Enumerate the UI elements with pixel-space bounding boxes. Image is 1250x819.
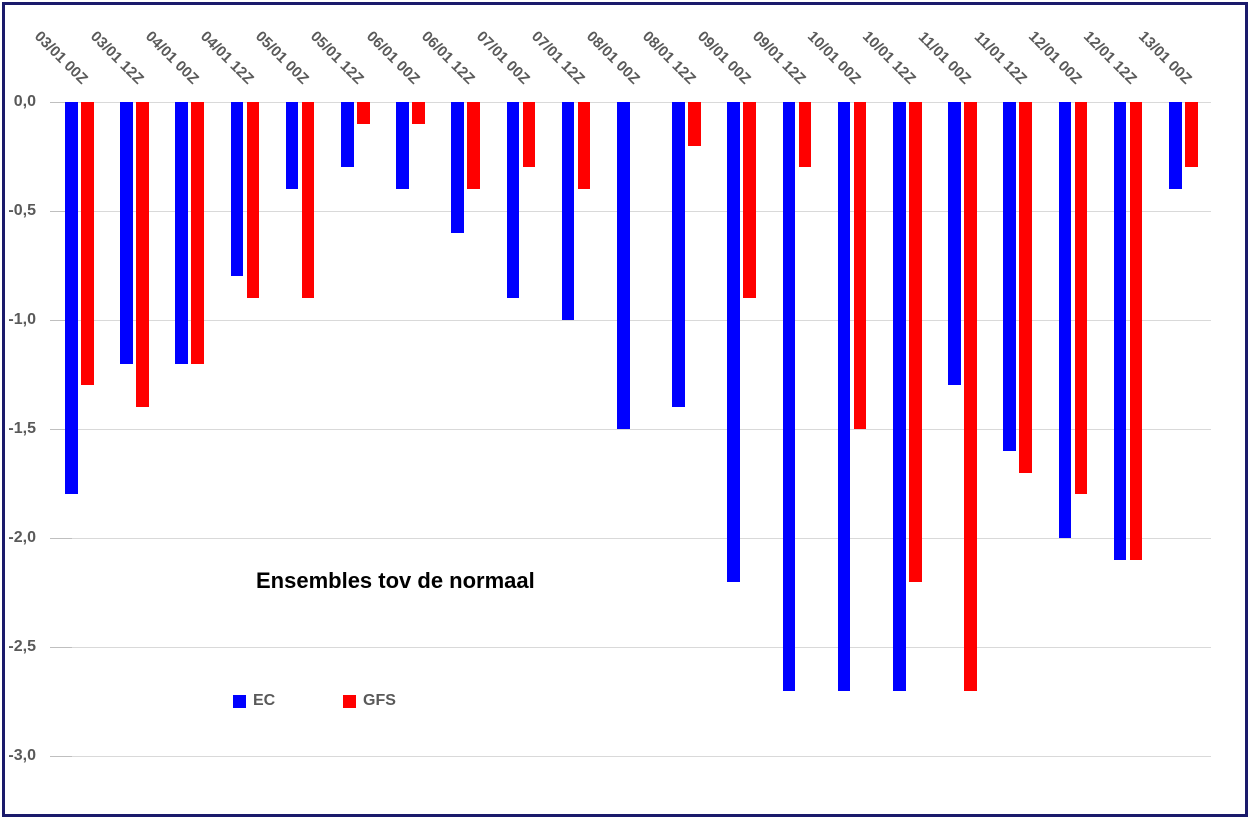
bar-gfs [909, 102, 922, 582]
bar-gfs [467, 102, 480, 189]
legend-item-gfs: GFS [343, 692, 396, 710]
bar-ec [451, 102, 464, 233]
bar-ec [1113, 102, 1127, 560]
bar-ec [782, 102, 796, 691]
x-axis-category-label: 09/01 12Z [749, 27, 809, 88]
y-axis-tick-label: -0,5 [8, 202, 36, 219]
bar-ec [837, 102, 851, 691]
bar-ec [672, 102, 685, 407]
bar-gfs [577, 102, 591, 189]
gridline [50, 756, 1211, 757]
x-axis-category-label: 10/01 00Z [804, 27, 865, 88]
x-axis-category-label: 11/01 12Z [970, 28, 1030, 88]
bar-ec [1169, 102, 1182, 189]
x-axis-category-label: 03/01 00Z [31, 27, 92, 88]
x-axis-category-label: 11/01 00Z [915, 28, 975, 88]
x-axis-category-label: 08/01 12Z [638, 27, 699, 88]
y-axis-tick-label: 0,0 [13, 93, 36, 110]
bar-gfs [357, 102, 370, 124]
y-axis-tick [50, 429, 72, 430]
x-axis-category-label: 04/01 12Z [197, 27, 257, 88]
bar-gfs [798, 102, 812, 167]
bar-ec [65, 102, 78, 494]
x-axis-category-label: 10/01 12Z [859, 27, 920, 88]
y-axis-tick-label: -1,0 [8, 311, 36, 328]
x-axis-category-label: 06/01 12Z [417, 27, 478, 88]
y-axis-tick [50, 647, 72, 648]
x-axis-category-label: 05/01 00Z [252, 27, 313, 88]
bar-gfs [1185, 102, 1198, 167]
x-axis-category-label: 04/01 00Z [141, 27, 202, 88]
bar-ec [893, 102, 906, 691]
x-axis-category-label: 05/01 12Z [307, 27, 368, 88]
bar-ec [230, 102, 244, 276]
legend-label-gfs: GFS [363, 692, 396, 709]
bar-gfs [191, 102, 204, 364]
bar-ec [341, 102, 354, 167]
x-axis-category-label: 03/01 12Z [86, 27, 147, 88]
bar-gfs [964, 102, 977, 691]
bar-gfs [81, 102, 94, 385]
bar-gfs [136, 102, 149, 407]
bar-ec [1058, 102, 1072, 538]
bar-ec [396, 102, 409, 189]
gridline [50, 102, 1211, 103]
y-axis-tick-label: -1,5 [8, 420, 36, 437]
legend-swatch-gfs-icon [343, 694, 356, 708]
bar-gfs [1074, 102, 1088, 494]
bar-gfs [1129, 102, 1143, 560]
x-axis-category-label: 07/01 12Z [528, 27, 589, 88]
bar-ec [617, 102, 630, 429]
gridline [50, 320, 1211, 321]
bar-gfs [688, 102, 701, 146]
chart-title: Ensembles tov de normaal [256, 568, 535, 593]
bar-gfs [1019, 102, 1032, 473]
gridline [50, 429, 1211, 430]
legend-item-ec: EC [233, 692, 275, 710]
bar-ec [120, 102, 133, 364]
bar-gfs [522, 102, 536, 167]
y-axis-tick [50, 102, 72, 103]
bar-gfs [246, 102, 260, 298]
x-axis-category-label: 06/01 00Z [362, 27, 423, 88]
y-axis-tick-label: -2,0 [8, 529, 36, 546]
bar-gfs [853, 102, 867, 429]
bar-ec [727, 102, 740, 582]
x-axis-category-label: 12/01 00Z [1025, 27, 1085, 88]
bar-ec [175, 102, 188, 364]
legend-swatch-ec-icon [233, 694, 246, 708]
legend-label-ec: EC [253, 692, 276, 709]
gridline [50, 538, 1211, 539]
gridline [50, 211, 1211, 212]
bar-ec [506, 102, 520, 298]
gridline [50, 647, 1211, 648]
bar-ec [561, 102, 575, 320]
y-axis-tick [50, 756, 72, 757]
y-axis-tick [50, 211, 72, 212]
bar-ec [948, 102, 961, 385]
y-axis-tick [50, 538, 72, 539]
bar-gfs [412, 102, 425, 124]
x-axis-category-label: 08/01 00Z [583, 27, 644, 88]
x-axis-category-label: 13/01 00Z [1135, 27, 1196, 88]
bar-gfs [743, 102, 756, 298]
y-axis-tick [50, 320, 72, 321]
x-axis-category-label: 07/01 00Z [473, 27, 533, 88]
bar-ec [285, 102, 299, 189]
x-axis-category-label: 12/01 12Z [1080, 27, 1141, 88]
y-axis-tick-label: -2,5 [8, 638, 36, 655]
bar-ec [1003, 102, 1016, 451]
y-axis-tick-label: -3,0 [8, 747, 36, 764]
bar-gfs [301, 102, 315, 298]
x-axis-category-label: 09/01 00Z [693, 27, 754, 88]
